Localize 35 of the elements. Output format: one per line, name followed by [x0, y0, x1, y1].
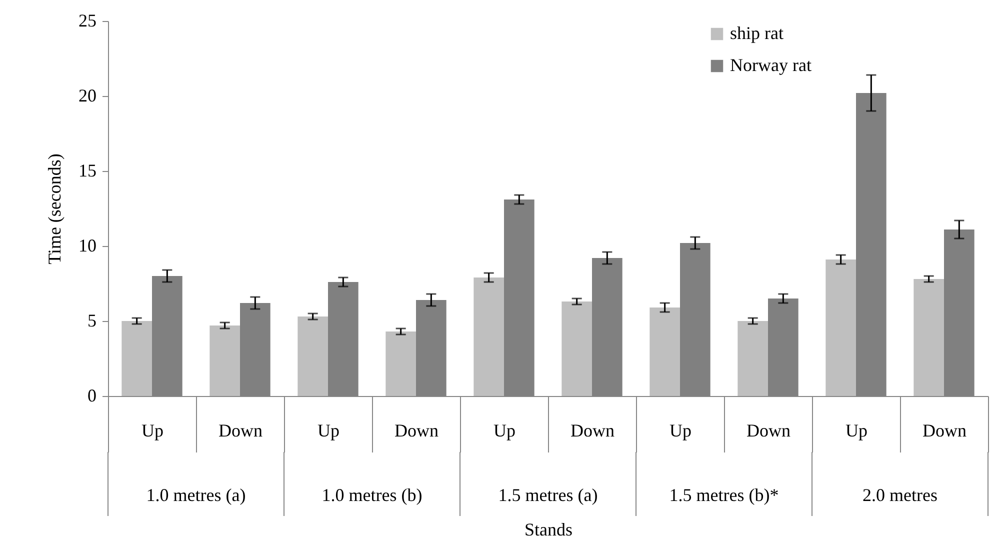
text: 1.0 metres (b)	[322, 485, 422, 505]
bar	[386, 332, 416, 396]
x-tick-label: Down	[570, 420, 614, 440]
y-tick-label: 25	[78, 10, 96, 30]
x-tick-label: Up	[142, 420, 164, 440]
x-tick-label: Up	[670, 420, 692, 440]
y-tick-label: 20	[78, 86, 96, 106]
x-tick-label: Down	[394, 420, 438, 440]
y-tick-label: 10	[78, 236, 96, 256]
x-tick-label: Down	[218, 420, 262, 440]
text: 1.5 metres (b)*	[669, 485, 779, 505]
x-tick-label: Up	[846, 420, 868, 440]
bar	[562, 302, 592, 396]
x-tick-label: Up	[494, 420, 516, 440]
legend-label: ship rat	[730, 23, 784, 43]
bar	[826, 260, 856, 396]
y-tick-label: 15	[78, 160, 96, 180]
x-tick-label: Up	[318, 420, 340, 440]
y-tick-label: 5	[88, 310, 96, 330]
x-tick-label: Down	[922, 420, 966, 440]
text: 1.0 metres (a)	[146, 485, 246, 505]
y-tick-label: 0	[88, 386, 96, 406]
bar	[650, 308, 680, 396]
bar	[738, 321, 768, 396]
x-tick-label: Down	[746, 420, 790, 440]
bar	[210, 326, 240, 396]
bar	[474, 278, 504, 396]
y-axis-title: Time (seconds)	[44, 154, 64, 264]
bar	[914, 279, 944, 396]
text: 1.5 metres (a)	[498, 485, 598, 505]
text: 2.0 metres	[862, 485, 938, 505]
bar	[122, 321, 152, 396]
x-axis-title: Stands	[524, 520, 573, 540]
bar	[298, 316, 328, 396]
legend-label: Norway rat	[730, 55, 812, 75]
